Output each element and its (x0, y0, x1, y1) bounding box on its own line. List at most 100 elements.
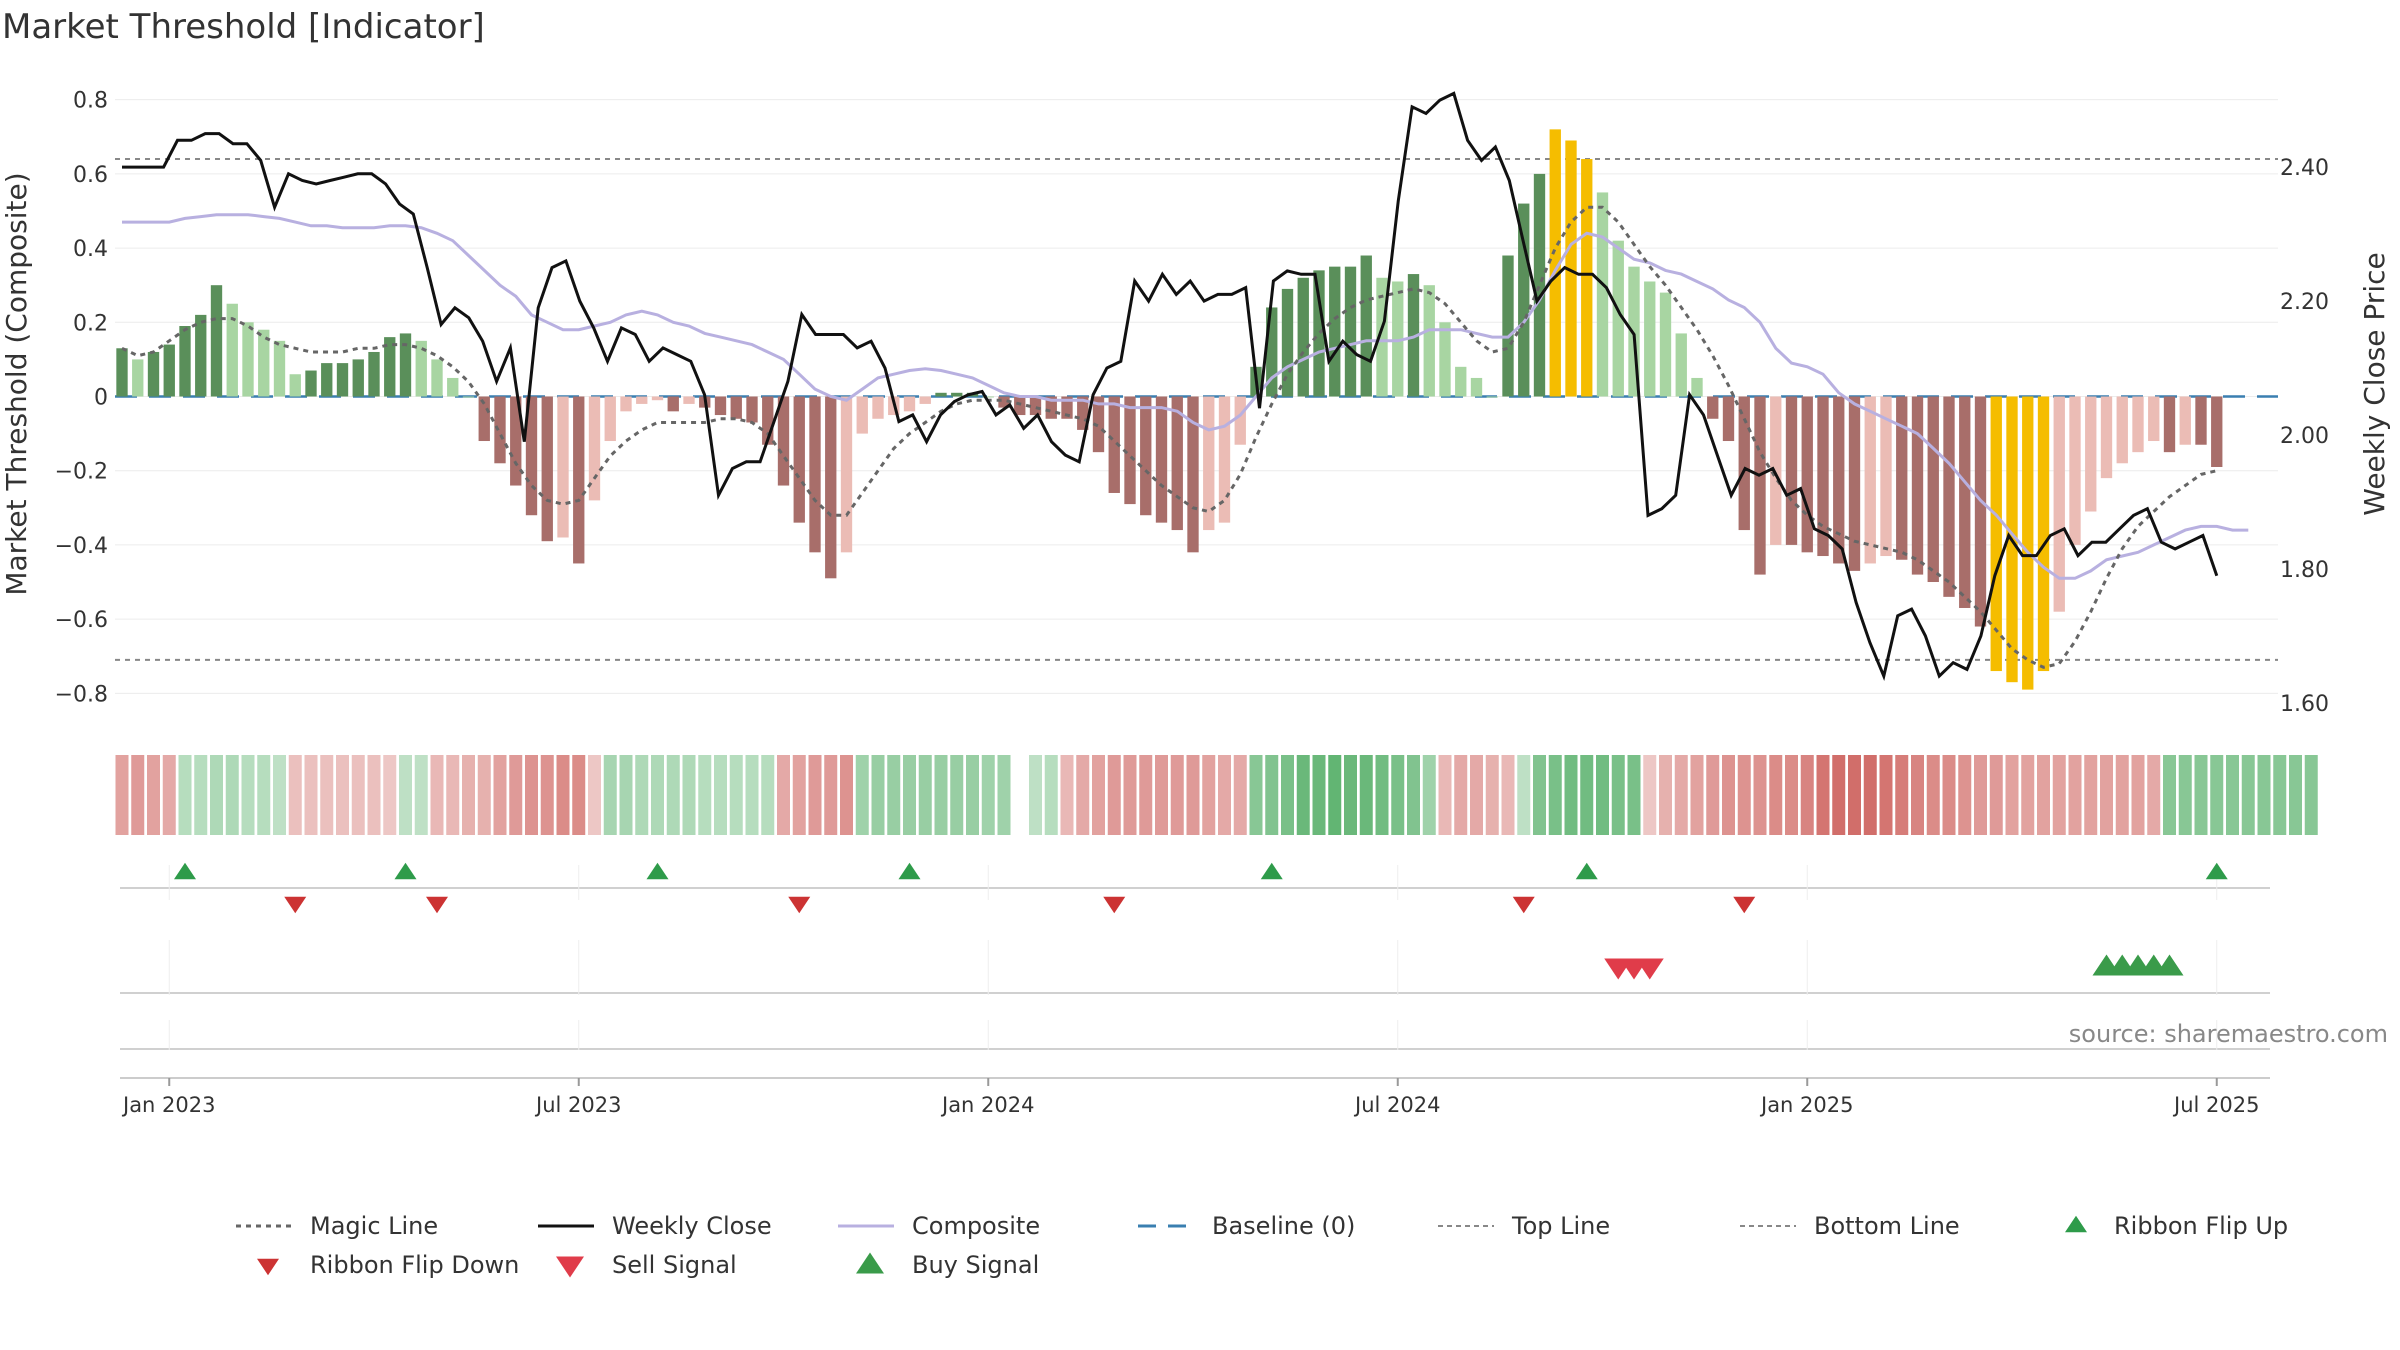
ribbon-cell (194, 755, 208, 835)
composite-bar (1707, 396, 1719, 419)
composite-bar (1313, 270, 1325, 397)
legend-marker (856, 1252, 884, 1274)
composite-bar (2100, 396, 2113, 479)
ribbon-cell (1611, 755, 1625, 835)
composite-bar (289, 374, 301, 397)
legend-label-baseline: Baseline (0) (1212, 1212, 1355, 1240)
composite-bar (1722, 396, 1735, 442)
ribbon-cell (1328, 755, 1342, 835)
composite-bar (856, 396, 868, 434)
ribbon-cell (1485, 755, 1499, 835)
ribbon-cell (1044, 755, 1058, 835)
ribbon-cell (383, 755, 397, 835)
ribbon-cell (1218, 755, 1231, 835)
ribbon-cell (2100, 755, 2113, 835)
ribbon-flip-down-marker (1103, 896, 1126, 914)
ribbon-cell (1407, 755, 1420, 835)
ribbon-flip-up-marker (646, 862, 669, 880)
legend-marker (2065, 1215, 2087, 1233)
composite-bar (431, 359, 443, 397)
ribbon-cell (1974, 755, 1987, 835)
ribbon-cell (1233, 755, 1247, 835)
composite-bar (1045, 396, 1057, 419)
composite-bar (1565, 140, 1577, 397)
composite-bar (1549, 129, 1561, 397)
composite-bar (1675, 333, 1687, 397)
ribbon-cell (115, 755, 129, 835)
ribbon-flip-up-marker (898, 862, 921, 880)
x-tick-label: Jan 2025 (1759, 1093, 1854, 1117)
ribbon-cell (619, 755, 633, 835)
ribbon-cell (1281, 755, 1294, 835)
y2-tick-label: 2.20 (2280, 290, 2329, 315)
composite-bar (1974, 396, 1987, 627)
ribbon-cell (320, 755, 334, 835)
composite-bar (1596, 192, 1609, 397)
ribbon-cell (2084, 755, 2098, 835)
composite-bar (1628, 266, 1640, 397)
y-tick-label: −0.8 (55, 682, 108, 707)
ribbon-cell (1674, 755, 1688, 835)
composite-bar (1266, 307, 1278, 397)
ribbon-cell (2210, 755, 2224, 835)
composite-bar (399, 333, 412, 397)
ribbon-cell (477, 755, 491, 835)
composite-bar (132, 359, 144, 397)
ribbon-cell (1926, 755, 1940, 835)
ribbon-cell (871, 755, 885, 835)
composite-bar (541, 396, 553, 542)
composite-bar (1344, 266, 1357, 397)
ribbon-flip-down-marker (284, 896, 307, 914)
ribbon-cell (1580, 755, 1594, 835)
composite-bar (1203, 396, 1215, 531)
ribbon-cell (1548, 755, 1562, 835)
ribbon-cell (714, 755, 727, 835)
composite-bar (1644, 281, 1656, 397)
composite-bar (2116, 396, 2128, 464)
y-tick-label: 0.8 (73, 89, 108, 114)
composite-bar (825, 396, 837, 579)
composite-bar (2211, 396, 2223, 467)
ribbon-cell (572, 755, 586, 835)
composite-bar (982, 396, 994, 398)
composite-bar (2022, 396, 2034, 690)
ribbon-cell (1769, 755, 1783, 835)
series-lines (121, 91, 2249, 682)
ribbon-cell (2147, 755, 2161, 835)
composite-bar (2069, 396, 2081, 545)
composite-bar (573, 396, 585, 564)
ribbon-cell (540, 755, 554, 835)
ribbon-cell (1706, 755, 1720, 835)
composite-bar (1439, 322, 1451, 397)
ribbon-cell (1753, 755, 1767, 835)
ribbon-cell (729, 755, 743, 835)
composite-bar (1533, 173, 1546, 397)
ribbon-cell (399, 755, 412, 835)
composite-bar (951, 392, 963, 397)
composite-bar (1990, 396, 2002, 672)
ribbon-cell (430, 755, 444, 835)
ribbon-cell (241, 755, 255, 835)
ribbon-cell (2241, 755, 2255, 835)
legend-label-close: Weekly Close (612, 1212, 772, 1240)
x-axis: Jan 2023 Jul 2023 Jan 2024 Jul 2024 Jan 2025… (120, 1077, 2270, 1117)
composite-bar (1502, 255, 1514, 397)
ribbon-cell (131, 755, 145, 835)
composite-bar (762, 396, 774, 445)
ribbon-cell (1422, 755, 1436, 835)
ribbon-cell (1296, 755, 1310, 835)
composite-bar (305, 370, 317, 397)
chart-title: Market Threshold [Indicator] (2, 7, 485, 47)
ribbon-cell (1186, 755, 1200, 835)
ribbon-cell (1170, 755, 1184, 835)
ribbon-cell (147, 755, 160, 835)
composite-bar (1848, 396, 1861, 571)
composite-bar (935, 392, 947, 397)
composite-bar (1612, 240, 1624, 397)
ribbon-cell (304, 755, 318, 835)
ribbon-cell (273, 755, 286, 835)
sell-signal-marker (1635, 958, 1664, 980)
composite-bar (1155, 396, 1168, 523)
ribbon-cell (1123, 755, 1137, 835)
ribbon-cell (509, 755, 523, 835)
